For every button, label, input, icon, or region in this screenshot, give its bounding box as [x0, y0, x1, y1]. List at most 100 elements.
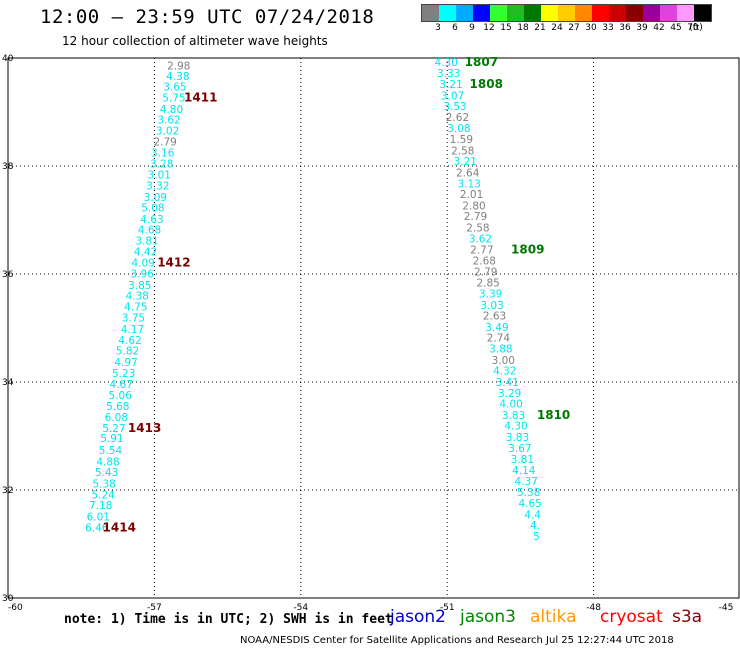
wave-height-value: 4.09 — [131, 258, 154, 270]
legend-swatch — [677, 5, 694, 21]
wave-height-value: 3.21 — [454, 156, 477, 168]
lon-tick-label: -54 — [293, 603, 308, 613]
wave-height-value: 4.63 — [140, 214, 163, 226]
wave-height-value: 4.42 — [134, 246, 157, 258]
wave-height-value: 4.68 — [138, 225, 161, 237]
time-label: 1810 — [537, 408, 570, 422]
wave-height-value: 5.43 — [95, 467, 118, 479]
wave-height-value: 4. — [530, 520, 540, 532]
time-label: 1411 — [184, 90, 217, 104]
wave-height-value: 3.39 — [479, 288, 502, 300]
wave-height-value: 3.65 — [163, 82, 186, 94]
wave-height-value: 5.27 — [102, 423, 125, 435]
wave-height-value: 2.63 — [483, 311, 506, 323]
wave-height-value: 2.64 — [456, 167, 480, 179]
wave-height-value: 5.06 — [109, 390, 133, 402]
time-label: 1809 — [511, 243, 544, 257]
legend-swatch — [626, 5, 643, 21]
wave-height-value: 3.28 — [150, 158, 173, 170]
wave-height-value: 4.97 — [114, 357, 137, 369]
lon-tick-label: -48 — [586, 603, 601, 613]
legend-label: 3 — [435, 23, 441, 33]
legend-swatch — [507, 5, 524, 21]
wave-height-value: 4.30 — [435, 57, 458, 69]
legend-label: 36 — [619, 23, 631, 33]
satellite-jason3: jason3 — [460, 607, 516, 627]
wave-height-value: 4.38 — [126, 291, 149, 303]
wave-height-value: 4.30 — [504, 421, 527, 433]
satellite-jason2: jason2 — [390, 607, 446, 627]
time-label: 1807 — [465, 55, 498, 69]
legend-swatch — [490, 5, 507, 21]
lat-tick-label: 30 — [2, 594, 14, 604]
wave-height-value: 5.54 — [99, 445, 123, 457]
wave-height-value: 2.58 — [466, 223, 489, 235]
wave-height-value: 3.81 — [135, 236, 158, 248]
wave-height-value: 4.88 — [96, 456, 119, 468]
wave-height-value: 2.79 — [464, 211, 487, 223]
legend-label: 33 — [602, 23, 614, 33]
legend-label: 27 — [568, 23, 580, 33]
wave-height-value: 5.38 — [92, 479, 115, 491]
wave-height-value: 4.67 — [110, 379, 133, 391]
wave-height-value: 2.79 — [153, 137, 176, 149]
page-subtitle: 12 hour collection of altimeter wave hei… — [62, 34, 328, 48]
legend-swatches — [421, 4, 712, 22]
wave-height-value: 4.38 — [166, 71, 189, 83]
lat-tick-label: 32 — [2, 486, 13, 496]
wave-height-value: 2.79 — [474, 266, 497, 278]
wave-height-value: 2.74 — [487, 333, 511, 345]
wave-height-value: 4.37 — [515, 476, 538, 488]
wave-height-value: 2.77 — [470, 245, 493, 257]
legend-label: 18 — [517, 23, 529, 33]
legend-unit: (ft) — [689, 23, 703, 33]
lon-tick-label: -45 — [719, 603, 734, 613]
legend-swatch — [473, 5, 490, 21]
plot-frame — [7, 57, 740, 599]
wave-height-value: 5.23 — [112, 368, 135, 380]
wave-height-value: 3.02 — [156, 125, 179, 137]
wave-height-value: 6.01 — [87, 511, 110, 523]
legend-label: 30 — [585, 23, 597, 33]
wave-height-value: 2.85 — [476, 278, 499, 290]
satellite-cryosat: cryosat — [600, 607, 663, 627]
wave-height-value: 3.62 — [469, 233, 492, 245]
wave-height-value: 2.58 — [451, 145, 474, 157]
legend-label: 39 — [636, 23, 648, 33]
wave-height-value: 3.00 — [492, 355, 515, 367]
wave-height-value: 3.21 — [439, 79, 462, 91]
time-label: 1412 — [157, 256, 190, 270]
wave-height-value: 3.83 — [502, 410, 525, 422]
wave-height-value: 5.24 — [91, 489, 115, 501]
wave-height-value: 3.07 — [441, 90, 464, 102]
legend-swatch — [524, 5, 541, 21]
legend-swatch — [694, 5, 711, 21]
wave-height-value: 3.33 — [437, 68, 460, 80]
wave-height-value: 3.16 — [151, 148, 175, 160]
wave-height-value: 2.98 — [167, 61, 190, 73]
wave-height-value: 5.38 — [517, 487, 540, 499]
lon-tick-label: -57 — [147, 603, 162, 613]
footer-credit: NOAA/NESDIS Center for Satellite Applica… — [240, 635, 674, 646]
time-label: 1808 — [470, 77, 503, 91]
wave-height-value: 4.17 — [121, 324, 144, 336]
lat-tick-label: 34 — [2, 378, 14, 388]
legend-label: 42 — [653, 23, 665, 33]
wave-height-value: 3.62 — [157, 115, 180, 127]
wave-height-value: 3.41 — [496, 377, 519, 389]
wave-height-value: 3.13 — [457, 178, 480, 190]
wave-height-value: 3.81 — [511, 454, 534, 466]
wave-height-value: 3.08 — [447, 123, 470, 135]
legend-swatch — [643, 5, 660, 21]
legend-label: 12 — [483, 23, 495, 33]
wave-height-value: 1.59 — [450, 134, 473, 146]
wave-height-value: 6.46 — [85, 522, 109, 534]
wave-height-value: 3.01 — [148, 170, 171, 182]
wave-height-value: 2.68 — [473, 256, 496, 268]
wave-height-value: 3.49 — [485, 322, 508, 334]
legend-swatch — [558, 5, 575, 21]
wave-height-value: 5.08 — [141, 203, 164, 215]
wave-height-value: 4.32 — [493, 366, 516, 378]
page-title: 12:00 – 23:59 UTC 07/24/2018 — [40, 6, 375, 28]
time-label: 1414 — [103, 520, 136, 534]
